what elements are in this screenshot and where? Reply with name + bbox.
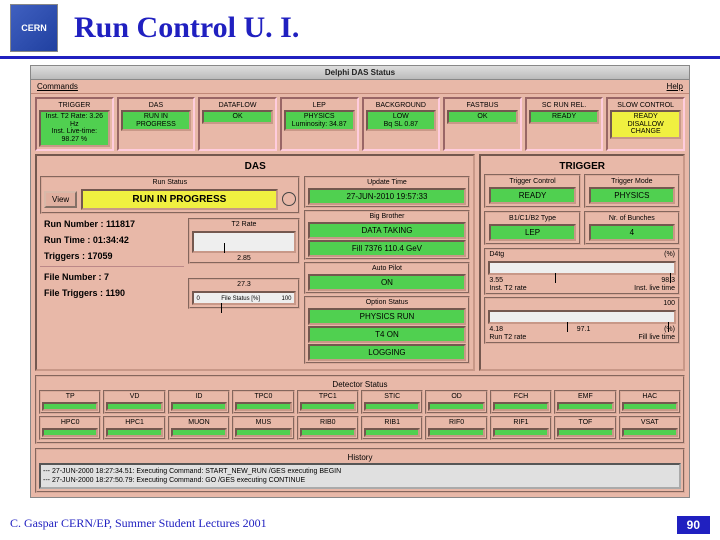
- file-triggers: File Triggers : 1190: [40, 285, 184, 301]
- detector-mus[interactable]: MUS: [232, 416, 294, 440]
- auto-pilot-label: Auto Pilot: [306, 264, 469, 273]
- history-panel: History --- 27-JUN-2000 18:27:34.51: Exe…: [35, 448, 685, 493]
- slide-title: Run Control U. I.: [74, 11, 299, 45]
- detector-rif0[interactable]: RIF0: [425, 416, 487, 440]
- detector-tp[interactable]: TP: [39, 390, 101, 414]
- detector-id[interactable]: ID: [168, 390, 230, 414]
- view-button[interactable]: View: [44, 191, 77, 208]
- window-titlebar: Delphi DAS Status: [31, 66, 689, 80]
- face-icon: [282, 192, 296, 206]
- status-dataflow[interactable]: DATAFLOWOK: [198, 97, 277, 151]
- das-title: DAS: [40, 159, 470, 174]
- detector-tpc0[interactable]: TPC0: [232, 390, 294, 414]
- slide-header: CERN Run Control U. I.: [0, 0, 720, 59]
- file-status-meter: 0File Status [%]100: [192, 291, 295, 305]
- trigger-trigger-mode: Trigger ModePHYSICS: [584, 174, 680, 208]
- status-row: TRIGGERInst. T2 Rate: 3.26 HzInst. Live-…: [31, 94, 689, 154]
- file-status-value: 27.3: [190, 280, 297, 289]
- page-number: 90: [677, 516, 710, 534]
- detector-muon[interactable]: MUON: [168, 416, 230, 440]
- cern-logo: CERN: [10, 4, 58, 52]
- detector-emf[interactable]: EMF: [554, 390, 616, 414]
- das-panel: DAS Run Status View RUN IN PROGRESS Run …: [35, 154, 475, 371]
- detector-hac[interactable]: HAC: [619, 390, 681, 414]
- option-physics: PHYSICS RUN: [308, 308, 467, 325]
- menubar: Commands Help: [31, 80, 689, 94]
- t2-rate-value: 2.85: [190, 255, 297, 262]
- detector-hpc1[interactable]: HPC1: [103, 416, 165, 440]
- detector-tpc1[interactable]: TPC1: [297, 390, 359, 414]
- detector-fch[interactable]: FCH: [490, 390, 552, 414]
- app-window: Delphi DAS Status Commands Help TRIGGERI…: [30, 65, 690, 498]
- run-status: RUN IN PROGRESS: [81, 189, 277, 210]
- option-logging: LOGGING: [308, 344, 467, 361]
- history-label: History: [39, 452, 681, 463]
- status-slow control[interactable]: SLOW CONTROLREADYDISALLOW CHANGE: [606, 97, 685, 151]
- detector-hpc0[interactable]: HPC0: [39, 416, 101, 440]
- status-lep[interactable]: LEPPHYSICSLuminosity: 34.87: [280, 97, 359, 151]
- detector-vsat[interactable]: VSAT: [619, 416, 681, 440]
- run-number: Run Number : 111817: [40, 216, 184, 232]
- run-time: Run Time : 01:34:42: [40, 232, 184, 248]
- big-brother-label: Big Brother: [306, 212, 469, 221]
- trigger-b-c-b-type: B1/C1/B2 TypeLEP: [484, 211, 580, 245]
- status-background[interactable]: BACKGROUNDLOWBq SL 0.87: [362, 97, 441, 151]
- detector-panel: Detector Status TPVDIDTPC0TPC1STICODFCHE…: [35, 375, 685, 444]
- run-status-label: Run Status: [42, 178, 298, 187]
- history-text: --- 27-JUN-2000 18:27:34.51: Executing C…: [39, 463, 681, 489]
- t2-rate-meter: [192, 231, 295, 253]
- big-brother-status: DATA TAKING: [308, 222, 467, 239]
- detector-od[interactable]: OD: [425, 390, 487, 414]
- trigger-trigger-control: Trigger ControlREADY: [484, 174, 580, 208]
- menu-help[interactable]: Help: [667, 82, 683, 91]
- rt2-meter: [488, 310, 676, 324]
- detector-rib1[interactable]: RIB1: [361, 416, 423, 440]
- update-time: 27-JUN-2010 19:57:33: [308, 188, 467, 205]
- detector-rif1[interactable]: RIF1: [490, 416, 552, 440]
- update-time-label: Update Time: [306, 178, 469, 187]
- detector-vd[interactable]: VD: [103, 390, 165, 414]
- trigger-title: TRIGGER: [484, 159, 680, 174]
- status-sc run rel.[interactable]: SC RUN REL.READY: [525, 97, 604, 151]
- detector-stic[interactable]: STIC: [361, 390, 423, 414]
- auto-pilot-status: ON: [308, 274, 467, 291]
- option-status-label: Option Status: [306, 298, 469, 307]
- status-trigger[interactable]: TRIGGERInst. T2 Rate: 3.26 HzInst. Live-…: [35, 97, 114, 151]
- dtg-meter: [488, 261, 676, 275]
- slide-footer: C. Gaspar CERN/EP, Summer Student Lectur…: [10, 516, 710, 534]
- main-row: DAS Run Status View RUN IN PROGRESS Run …: [31, 154, 689, 375]
- big-brother-fill: Fill 7376 110.4 GeV: [308, 240, 467, 257]
- detector-tof[interactable]: TOF: [554, 416, 616, 440]
- trigger-nr-of-bunches: Nr. of Bunches4: [584, 211, 680, 245]
- t2-rate-label: T2 Rate: [190, 220, 297, 229]
- detector-rib0[interactable]: RIB0: [297, 416, 359, 440]
- status-fastbus[interactable]: FASTBUSOK: [443, 97, 522, 151]
- trigger-panel: TRIGGER Trigger ControlREADYTrigger Mode…: [479, 154, 685, 371]
- triggers: Triggers : 17059: [40, 248, 184, 264]
- status-das[interactable]: DASRUN IN PROGRESS: [117, 97, 196, 151]
- option-t4: T4 ON: [308, 326, 467, 343]
- menu-commands[interactable]: Commands: [37, 82, 78, 91]
- detector-label: Detector Status: [39, 379, 681, 390]
- file-number: File Number : 7: [40, 269, 184, 285]
- footer-text: C. Gaspar CERN/EP, Summer Student Lectur…: [10, 516, 267, 534]
